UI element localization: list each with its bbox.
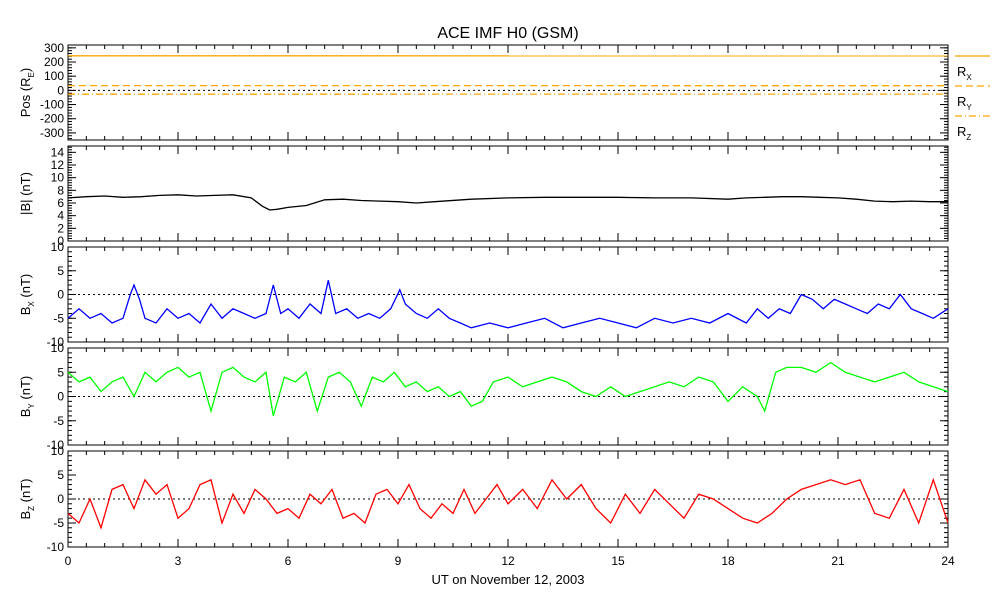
x-tick-label: 9 <box>395 554 402 568</box>
legend-label-x: RX <box>957 64 972 82</box>
panel-frame <box>67 44 949 141</box>
y-tick-label: 2 <box>57 221 64 235</box>
panel-bx: 10 5 0 -5 -10 BX (nT) <box>18 240 949 349</box>
y-tick-label: 0 <box>57 288 64 302</box>
y-tick-label: -10 <box>47 335 65 349</box>
series-line-by-0 <box>67 361 949 417</box>
y-tick-label: 0 <box>57 83 64 97</box>
series-line-bx-0 <box>67 280 949 329</box>
y-tick-label: 0 <box>57 390 64 404</box>
x-axis-tick-labels: 0 3 6 9 12 15 18 21 24 <box>65 554 955 568</box>
y-tick-label: 5 <box>57 468 64 482</box>
y-tick-label: -200 <box>40 112 64 126</box>
y-axis-label-by: BY (nT) <box>18 376 36 417</box>
y-tick-label: -10 <box>47 438 65 452</box>
y-tick-label: 10 <box>51 171 65 185</box>
y-tick-label: 200 <box>44 55 64 69</box>
y-tick-label: 5 <box>57 365 64 379</box>
y-tick-label: 6 <box>57 196 64 210</box>
y-tick-label: -300 <box>40 126 64 140</box>
y-axis-label-bx: BX (nT) <box>18 274 36 315</box>
panel-frame <box>67 145 949 242</box>
x-tick-label: 15 <box>611 554 625 568</box>
y-tick-label: 10 <box>51 444 65 458</box>
x-tick-label: 3 <box>175 554 182 568</box>
y-axis-label-bmag: |B| (nT) <box>18 172 33 215</box>
position-legend: RX RY RZ <box>955 55 990 142</box>
y-tick-label: 12 <box>51 158 65 172</box>
series-line-bmag-0 <box>67 194 948 211</box>
y-tick-label: 5 <box>57 264 64 278</box>
y-tick-label: -5 <box>53 311 64 325</box>
x-tick-label: 24 <box>941 554 955 568</box>
legend-label-y: RY <box>957 94 972 112</box>
x-axis-label: UT on November 12, 2003 <box>432 572 585 587</box>
panel-bz: 10 5 0 -5 -10 BZ (nT) <box>18 444 949 554</box>
x-tick-label: 21 <box>831 554 845 568</box>
y-tick-label: 10 <box>51 341 65 355</box>
y-tick-label: 10 <box>51 240 65 254</box>
x-tick-label: 0 <box>65 554 72 568</box>
x-tick-label: 12 <box>501 554 515 568</box>
legend-label-z: RZ <box>957 124 971 142</box>
series-line-bz-0 <box>67 477 949 530</box>
y-tick-label: 300 <box>44 41 64 55</box>
y-tick-label: 4 <box>57 209 64 223</box>
x-tick-label: 6 <box>285 554 292 568</box>
y-tick-label: -5 <box>53 516 64 530</box>
y-tick-label: -10 <box>47 540 65 554</box>
chart-title: ACE IMF H0 (GSM) <box>437 25 578 42</box>
y-tick-label: 0 <box>57 492 64 506</box>
y-axis-label-position: Pos (RE) <box>18 68 36 117</box>
y-tick-label: 14 <box>51 145 65 159</box>
panel-by: 10 5 0 -5 -10 BY (nT) <box>18 341 949 452</box>
y-tick-label: -100 <box>40 98 64 112</box>
y-tick-label: 0 <box>57 234 64 248</box>
y-axis-label-bz: BZ (nT) <box>18 478 36 519</box>
y-tick-label: 100 <box>44 69 64 83</box>
x-tick-label: 18 <box>721 554 735 568</box>
y-tick-label: -5 <box>53 414 64 428</box>
y-tick-label: 8 <box>57 183 64 197</box>
